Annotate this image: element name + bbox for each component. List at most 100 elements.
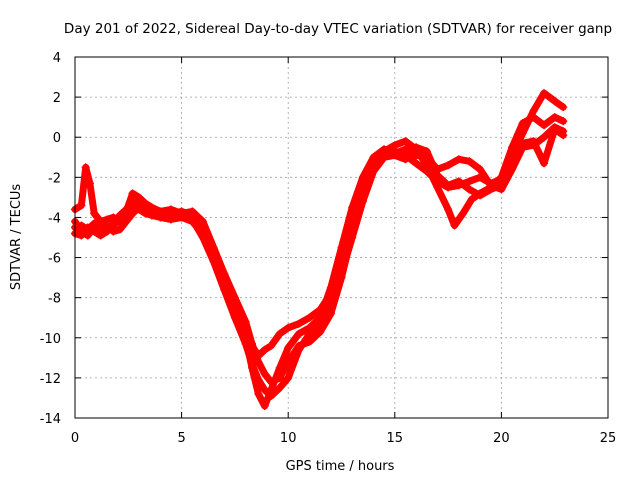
x-tick-label: 5 bbox=[177, 431, 185, 446]
x-tick-label: 25 bbox=[600, 431, 617, 446]
data-point bbox=[337, 269, 346, 278]
data-point bbox=[467, 195, 476, 204]
data-point bbox=[433, 183, 442, 192]
data-point bbox=[294, 319, 303, 328]
data-point bbox=[412, 159, 421, 168]
data-point bbox=[77, 201, 86, 210]
y-tick-label: 2 bbox=[53, 91, 61, 106]
data-point bbox=[401, 137, 410, 146]
data-point bbox=[550, 125, 559, 134]
data-point bbox=[247, 359, 256, 368]
x-tick-label: 10 bbox=[280, 431, 297, 446]
data-point bbox=[401, 155, 410, 164]
data-point bbox=[85, 179, 94, 188]
data-point bbox=[348, 233, 357, 242]
data-point bbox=[540, 121, 549, 130]
x-tick-label: 15 bbox=[387, 431, 404, 446]
series-trace bbox=[71, 113, 567, 386]
data-point bbox=[422, 147, 431, 156]
data-point bbox=[96, 231, 105, 240]
data-point bbox=[450, 221, 459, 230]
data-point bbox=[518, 119, 527, 128]
data-point bbox=[465, 185, 474, 194]
y-tick-label: -8 bbox=[48, 292, 61, 307]
x-tick-labels: 0 5 10 15 20 25 bbox=[71, 431, 616, 446]
data-point bbox=[198, 217, 207, 226]
data-point bbox=[459, 209, 468, 218]
data-point bbox=[305, 329, 314, 338]
data-point bbox=[96, 221, 105, 230]
y-tick-label: -10 bbox=[40, 332, 61, 347]
data-point bbox=[559, 103, 568, 112]
data-point bbox=[275, 329, 284, 338]
data-point bbox=[134, 205, 143, 214]
data-point bbox=[260, 401, 269, 410]
data-point bbox=[284, 323, 293, 332]
data-point bbox=[275, 373, 284, 382]
series-trace bbox=[71, 123, 567, 400]
data-point bbox=[326, 289, 335, 298]
data-point bbox=[316, 327, 325, 336]
data-point bbox=[559, 117, 568, 126]
data-point bbox=[465, 177, 474, 186]
data-point bbox=[83, 223, 92, 232]
data-point bbox=[156, 213, 165, 222]
data-point bbox=[166, 215, 175, 224]
y-tick-label: -2 bbox=[48, 171, 61, 186]
data-point bbox=[147, 211, 156, 220]
chart-title: Day 201 of 2022, Sidereal Day-to-day VTE… bbox=[64, 21, 612, 37]
y-tick-label: -14 bbox=[40, 412, 61, 427]
data-point bbox=[294, 329, 303, 338]
data-point bbox=[454, 177, 463, 186]
data-point bbox=[401, 145, 410, 154]
y-tick-labels: -14 -12 -10 -8 -6 -4 -2 0 2 4 bbox=[40, 51, 61, 427]
data-point bbox=[294, 345, 303, 354]
data-point bbox=[188, 217, 197, 226]
data-point bbox=[81, 163, 90, 172]
data-point bbox=[433, 171, 442, 180]
data-series-3 bbox=[71, 123, 568, 400]
data-point bbox=[90, 209, 99, 218]
data-point bbox=[220, 279, 229, 288]
data-point bbox=[444, 161, 453, 170]
data-point bbox=[476, 165, 485, 174]
data-point bbox=[254, 375, 263, 384]
data-point bbox=[260, 385, 269, 394]
data-point bbox=[77, 231, 86, 240]
data-point bbox=[444, 181, 453, 190]
data-point bbox=[529, 113, 538, 122]
data-point bbox=[254, 351, 263, 360]
data-point bbox=[380, 153, 389, 162]
y-tick-label: -4 bbox=[48, 211, 61, 226]
data-point bbox=[115, 215, 124, 224]
x-axis-label: GPS time / hours bbox=[286, 459, 395, 474]
data-point bbox=[358, 197, 367, 206]
series-trace bbox=[71, 89, 567, 410]
data-point bbox=[230, 307, 239, 316]
data-point bbox=[109, 221, 118, 230]
data-point bbox=[209, 253, 218, 262]
y-tick-label: -6 bbox=[48, 252, 61, 267]
data-point bbox=[90, 227, 99, 236]
data-point bbox=[115, 225, 124, 234]
y-axis-label: SDTVAR / TECUs bbox=[9, 184, 24, 291]
data-point bbox=[102, 227, 111, 236]
data-point bbox=[188, 207, 197, 216]
data-point bbox=[260, 369, 269, 378]
data-series-4 bbox=[71, 125, 568, 360]
data-point bbox=[550, 97, 559, 106]
data-point bbox=[284, 343, 293, 352]
data-point bbox=[316, 305, 325, 314]
data-point bbox=[260, 345, 269, 354]
data-point bbox=[177, 213, 186, 222]
data-point bbox=[247, 341, 256, 350]
y-tick-label: -12 bbox=[40, 372, 61, 387]
data-point bbox=[540, 133, 549, 142]
data-point bbox=[550, 113, 559, 122]
data-point bbox=[390, 141, 399, 150]
data-point bbox=[390, 151, 399, 160]
data-point bbox=[454, 155, 463, 164]
data-point bbox=[508, 149, 517, 158]
data-point bbox=[267, 391, 276, 400]
